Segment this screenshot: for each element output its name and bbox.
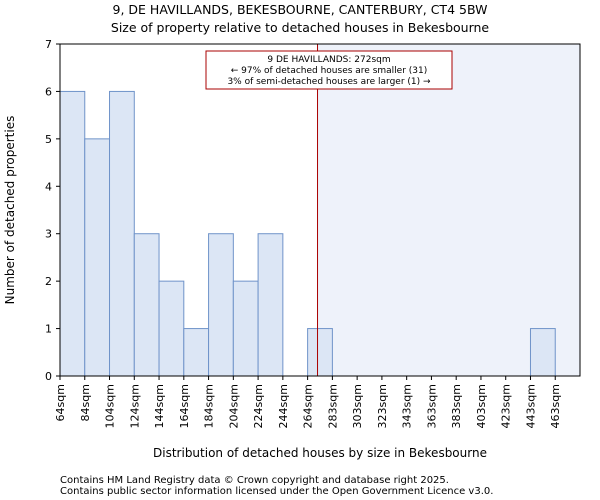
- chart-subtitle: Size of property relative to detached ho…: [111, 20, 490, 35]
- bar: [208, 233, 234, 377]
- x-axis: 64sqm 84sqm 104sqm 124sqm 144sqm 164sqm 184sqm…: [54, 376, 562, 428]
- bar: [183, 328, 210, 377]
- x-tick-label: 463sqm: [549, 384, 562, 428]
- bar: [257, 233, 284, 377]
- footer-line-2: Contains public sector information licen…: [60, 486, 493, 497]
- x-tick-label: 204sqm: [227, 384, 240, 428]
- x-tick-label: 443sqm: [524, 384, 537, 428]
- annotation-box: 9 DE HAVILLANDS: 272sqm ← 97% of detache…: [205, 50, 453, 90]
- bar: [307, 328, 333, 377]
- x-tick-label: 323sqm: [376, 384, 389, 428]
- annotation-line-2: ← 97% of detached houses are smaller (31…: [231, 66, 428, 76]
- y-tick-label: 2: [45, 275, 52, 288]
- x-tick-label: 184sqm: [203, 384, 216, 428]
- larger-region-shade: [317, 44, 580, 376]
- x-tick-label: 343sqm: [401, 384, 414, 428]
- y-tick-label: 1: [45, 323, 52, 336]
- x-tick-label: 64sqm: [54, 384, 67, 421]
- bar: [109, 90, 135, 377]
- x-tick-label: 383sqm: [450, 384, 463, 428]
- x-tick-label: 144sqm: [153, 384, 166, 428]
- y-tick-label: 6: [45, 85, 52, 98]
- y-tick-label: 3: [45, 228, 52, 241]
- x-tick-label: 84sqm: [79, 384, 92, 421]
- x-axis-label: Distribution of detached houses by size …: [153, 446, 487, 460]
- footer-line-1: Contains HM Land Registry data © Crown c…: [60, 475, 449, 486]
- x-tick-label: 244sqm: [277, 384, 290, 428]
- bar: [232, 280, 259, 377]
- bar: [133, 233, 160, 377]
- x-tick-label: 264sqm: [302, 384, 315, 428]
- x-tick-label: 124sqm: [128, 384, 141, 428]
- y-axis-label: Number of detached properties: [3, 116, 17, 305]
- y-tick-label: 4: [45, 180, 52, 193]
- x-tick-label: 363sqm: [425, 384, 438, 428]
- annotation-line-1: 9 DE HAVILLANDS: 272sqm: [267, 55, 390, 65]
- x-tick-label: 423sqm: [500, 384, 513, 428]
- x-tick-label: 164sqm: [178, 384, 191, 428]
- bar: [59, 90, 86, 377]
- bar: [158, 280, 185, 377]
- y-axis: 0 1 2 3 4 5 6 7: [45, 38, 60, 383]
- annotation-line-3: 3% of semi-detached houses are larger (1…: [227, 77, 431, 87]
- bars: [59, 90, 556, 377]
- plot-area: 9 DE HAVILLANDS: 272sqm ← 97% of detache…: [45, 38, 581, 428]
- chart-title: 9, DE HAVILLANDS, BEKESBOURNE, CANTERBUR…: [113, 2, 488, 17]
- y-tick-label: 0: [45, 370, 52, 383]
- x-tick-label: 224sqm: [252, 384, 265, 428]
- x-tick-label: 303sqm: [351, 384, 364, 428]
- x-tick-label: 403sqm: [475, 384, 488, 428]
- x-tick-label: 283sqm: [326, 384, 339, 428]
- bar: [529, 328, 556, 377]
- y-tick-label: 5: [45, 133, 52, 146]
- bar: [84, 138, 111, 377]
- plot-frame: [59, 43, 581, 377]
- x-tick-label: 104sqm: [104, 384, 117, 428]
- y-tick-label: 7: [45, 38, 52, 51]
